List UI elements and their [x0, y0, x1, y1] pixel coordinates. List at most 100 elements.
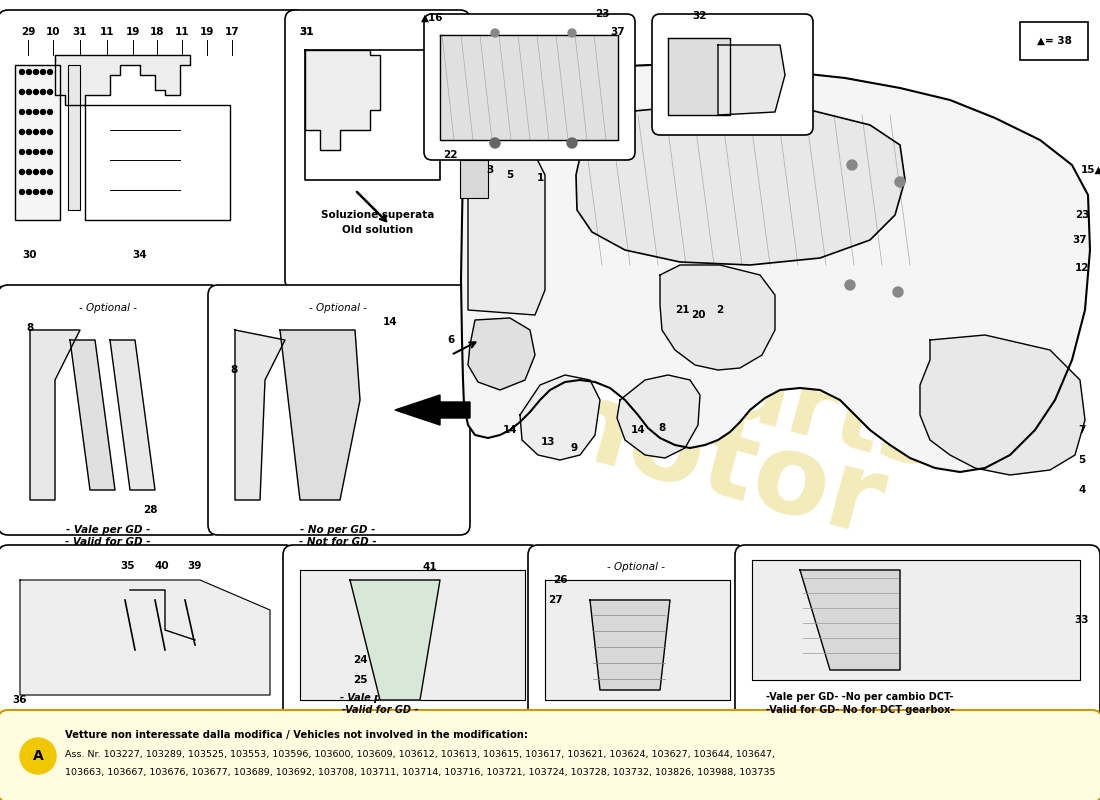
Polygon shape: [718, 45, 785, 115]
Text: 7: 7: [1078, 425, 1086, 435]
FancyBboxPatch shape: [0, 710, 1100, 800]
Text: ▲= 38: ▲= 38: [1036, 36, 1071, 46]
Text: 13: 13: [541, 437, 556, 447]
Polygon shape: [110, 340, 155, 490]
Circle shape: [41, 70, 45, 74]
Circle shape: [47, 130, 53, 134]
Text: - Vale per GD -: - Vale per GD -: [340, 693, 420, 703]
Polygon shape: [20, 580, 270, 695]
Polygon shape: [920, 335, 1085, 475]
Text: 30: 30: [23, 250, 37, 260]
Polygon shape: [300, 570, 525, 700]
Circle shape: [47, 170, 53, 174]
Text: motor: motor: [505, 360, 895, 560]
Text: - Optional -: - Optional -: [79, 303, 138, 313]
Text: 14: 14: [630, 425, 646, 435]
Circle shape: [20, 110, 24, 114]
Text: 28: 28: [143, 505, 157, 515]
Text: Soluzione superata: Soluzione superata: [321, 210, 434, 220]
Circle shape: [33, 110, 39, 114]
Text: 33: 33: [1075, 615, 1089, 625]
Text: 3: 3: [486, 165, 494, 175]
Text: 31: 31: [73, 27, 87, 37]
Text: 8: 8: [659, 423, 666, 433]
Polygon shape: [660, 265, 776, 370]
Text: -Vale per GD- -No per cambio DCT-: -Vale per GD- -No per cambio DCT-: [767, 692, 954, 702]
Text: 35: 35: [121, 561, 135, 571]
Text: 22: 22: [442, 150, 458, 160]
Text: 32: 32: [693, 11, 707, 21]
Text: ▲16: ▲16: [420, 13, 443, 23]
Text: 19: 19: [200, 27, 214, 37]
Text: - Optional -: - Optional -: [309, 303, 367, 313]
Circle shape: [26, 70, 32, 74]
Polygon shape: [350, 580, 440, 700]
Text: -Valid for GD -: -Valid for GD -: [342, 705, 418, 715]
Text: A: A: [33, 749, 43, 763]
Polygon shape: [668, 38, 730, 115]
Circle shape: [33, 130, 39, 134]
Text: 18: 18: [150, 27, 164, 37]
Text: 41: 41: [422, 562, 438, 572]
Circle shape: [26, 190, 32, 194]
FancyBboxPatch shape: [0, 285, 220, 535]
Text: 31: 31: [299, 27, 315, 37]
Polygon shape: [280, 330, 360, 500]
Polygon shape: [468, 318, 535, 390]
Text: - Valid for GD -: - Valid for GD -: [65, 537, 151, 547]
Text: 40: 40: [155, 561, 169, 571]
Bar: [15, 65, 60, 220]
Text: - No per GD -: - No per GD -: [300, 525, 376, 535]
Circle shape: [47, 110, 53, 114]
Text: 39: 39: [188, 561, 202, 571]
Circle shape: [895, 177, 905, 187]
Text: Old solution: Old solution: [342, 225, 414, 235]
Text: 27: 27: [548, 595, 562, 605]
Text: - Optional -: - Optional -: [607, 562, 666, 572]
Text: 8: 8: [26, 323, 34, 333]
Text: 26: 26: [552, 575, 568, 585]
Circle shape: [26, 110, 32, 114]
Circle shape: [20, 70, 24, 74]
Text: 14: 14: [503, 425, 517, 435]
FancyBboxPatch shape: [285, 10, 470, 290]
Text: del parts: del parts: [451, 272, 948, 488]
Text: 1: 1: [537, 173, 543, 183]
Polygon shape: [461, 65, 1090, 472]
Polygon shape: [544, 580, 730, 700]
Polygon shape: [395, 395, 470, 425]
Circle shape: [47, 190, 53, 194]
FancyBboxPatch shape: [735, 545, 1100, 720]
Text: 8: 8: [230, 365, 238, 375]
Text: 24: 24: [353, 655, 367, 665]
Text: 37: 37: [1072, 235, 1087, 245]
Text: 29: 29: [21, 27, 35, 37]
Polygon shape: [468, 140, 544, 315]
Circle shape: [41, 170, 45, 174]
Circle shape: [20, 150, 24, 154]
Text: 20: 20: [691, 310, 705, 320]
Text: 23: 23: [1075, 210, 1089, 220]
Text: 5: 5: [506, 170, 514, 180]
Text: - Vale per GD -: - Vale per GD -: [66, 525, 151, 535]
Text: 5: 5: [1078, 455, 1086, 465]
Circle shape: [33, 170, 39, 174]
FancyBboxPatch shape: [208, 285, 470, 535]
Circle shape: [33, 90, 39, 94]
Bar: [1020, 22, 1088, 60]
Circle shape: [20, 190, 24, 194]
Text: 11: 11: [100, 27, 114, 37]
Circle shape: [847, 160, 857, 170]
Polygon shape: [800, 570, 900, 670]
Text: 21: 21: [674, 305, 690, 315]
Text: 11: 11: [175, 27, 189, 37]
FancyBboxPatch shape: [424, 14, 635, 160]
Text: 34: 34: [133, 250, 147, 260]
Polygon shape: [30, 330, 80, 500]
Circle shape: [20, 738, 56, 774]
Bar: [68, 65, 80, 210]
Text: 36: 36: [13, 695, 28, 705]
Text: 12: 12: [1075, 263, 1089, 273]
Circle shape: [845, 280, 855, 290]
Polygon shape: [70, 340, 116, 490]
